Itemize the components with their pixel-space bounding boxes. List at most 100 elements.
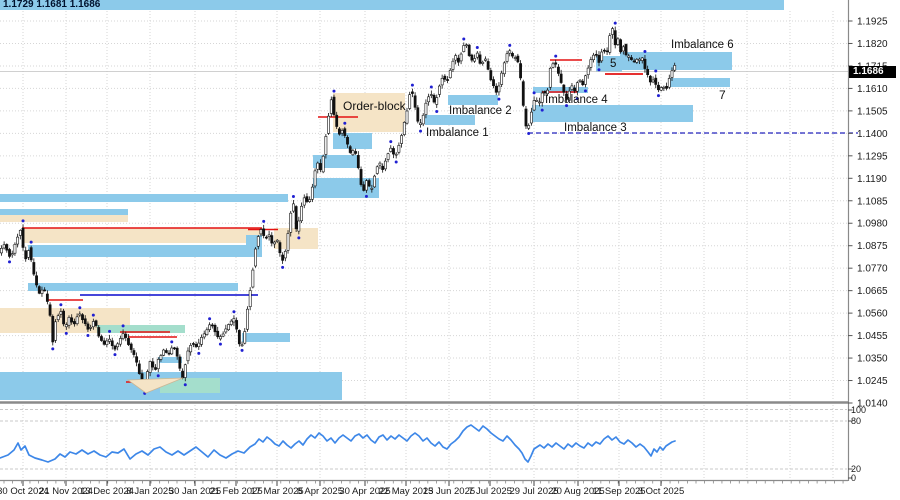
candle-body: [289, 212, 293, 233]
candle-body: [151, 361, 155, 368]
fractal-up-dot: [29, 240, 33, 244]
fractal-down-dot: [497, 97, 501, 101]
candle-body: [254, 248, 257, 267]
oscillator-line[interactable]: [0, 424, 676, 463]
fractal-up-dot: [170, 340, 174, 344]
left-band-4: [28, 283, 238, 291]
candle-body: [446, 79, 449, 81]
fractal-down-dot: [435, 109, 439, 113]
candle-body: [616, 38, 620, 45]
fractal-down-dot: [197, 351, 201, 355]
candle-body: [118, 338, 122, 345]
candle-body: [327, 115, 330, 134]
candle-body: [18, 229, 22, 236]
candle-body: [551, 63, 555, 68]
fractal-up-dot: [232, 310, 236, 314]
date-tick-label: 11 Sep 2025: [592, 486, 645, 497]
candle-body: [343, 128, 347, 136]
mar-origin-zone: [246, 235, 262, 245]
price-tick-label: 1.0665: [857, 286, 888, 297]
candle-body: [435, 97, 439, 105]
candle-body: [319, 163, 322, 171]
candle-body: [110, 340, 114, 346]
candle-body: [400, 135, 403, 144]
candle-body: [348, 146, 352, 153]
date-tick-label: 30 Jan 2025: [169, 486, 221, 497]
fractal-up-dot: [554, 54, 558, 58]
candle-body: [232, 318, 236, 323]
candle-body: [565, 93, 568, 100]
imbalance-3-zone: [532, 105, 693, 122]
candle-body: [375, 166, 379, 174]
fractal-up-dot: [613, 21, 617, 25]
candle-body: [51, 316, 55, 343]
fractal-up-dot: [508, 43, 512, 47]
candle-body: [546, 89, 550, 95]
candle-body: [356, 155, 360, 169]
candle-body: [413, 95, 417, 108]
ob-reaction-zone-1: [333, 133, 372, 149]
candle-body: [273, 241, 276, 245]
candle-body: [48, 304, 52, 316]
teal-band-1: [97, 325, 185, 333]
date-tick-label: 29 Jul 2025: [509, 486, 558, 497]
candle-body: [494, 85, 498, 93]
candle-body: [100, 336, 103, 341]
price-tick-label: 1.1505: [857, 106, 888, 117]
candle-body: [589, 59, 593, 68]
candle-body: [557, 66, 560, 74]
candle-body: [648, 75, 652, 83]
ohlc-quote: 1.1729 1.1681 1.1686: [3, 0, 101, 10]
candle-body: [419, 122, 422, 125]
candle-body: [594, 54, 598, 56]
candle-body: [427, 96, 431, 103]
candle-body: [278, 242, 282, 254]
indicator-tick-label: 20: [851, 464, 861, 474]
candle-body: [127, 338, 130, 345]
candle-body: [56, 315, 60, 321]
candle-body: [573, 87, 577, 92]
candle-body: [451, 60, 455, 70]
candle-body: [35, 275, 38, 286]
candle-body: [516, 55, 520, 63]
candle-body: [351, 150, 355, 156]
apr-tan-patch: [274, 228, 318, 249]
candle-body: [62, 310, 65, 325]
candle-body: [183, 364, 187, 378]
candle-body: [208, 324, 212, 330]
candle-body: [173, 347, 176, 350]
candle-body: [592, 54, 595, 61]
fractal-up-dot: [343, 121, 347, 125]
candle-body: [421, 114, 425, 125]
candle-body: [305, 196, 309, 202]
candle-body: [462, 45, 466, 52]
price-tick-label: 1.1295: [857, 151, 888, 162]
candle-body: [73, 321, 76, 325]
fractal-up-dot: [262, 219, 266, 223]
imbalance-3-label: Imbalance 3: [564, 122, 627, 134]
candle-body: [459, 53, 463, 62]
indicator-tick-label: 100: [851, 405, 866, 415]
price-tick-label: 1.0350: [857, 354, 888, 365]
candle-body: [567, 90, 571, 101]
candle-body: [359, 169, 363, 185]
left-band-1: [0, 194, 288, 202]
candle-body: [521, 81, 525, 106]
imbalance-1-zone: [425, 115, 475, 125]
candle-body: [83, 318, 87, 324]
candle-body: [10, 253, 14, 256]
candle-body: [411, 91, 414, 94]
ob-reaction-zone-3: [313, 178, 379, 198]
candle-body: [578, 79, 582, 82]
candle-body: [432, 94, 436, 103]
candle-body: [270, 235, 274, 244]
candle-body: [608, 35, 612, 53]
price-tick-label: 1.1085: [857, 196, 888, 207]
candle-body: [189, 345, 193, 353]
candle-body: [532, 100, 536, 111]
candle-body: [662, 86, 666, 89]
candle-body: [129, 343, 133, 350]
candle-body: [383, 160, 387, 170]
